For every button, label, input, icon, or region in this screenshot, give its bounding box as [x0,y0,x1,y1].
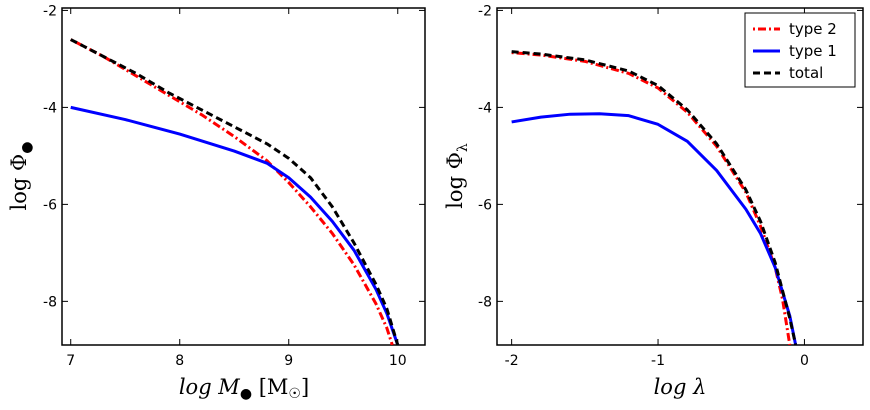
legend-label-type2: type 2 [789,20,837,38]
left-panel: 7 8 9 10 -2 -4 -6 -8 log M● [M☉] log Φ● [7,3,426,402]
right-series-type2 [511,51,792,345]
right-xtick-label: -2 [505,353,519,369]
left-ytick-label: -4 [43,100,57,116]
right-xlabel: log λ [654,375,707,399]
left-ytick-label: -2 [43,3,57,19]
right-xtick-label: -1 [651,353,665,369]
right-series [511,50,798,345]
left-series-type1 [70,105,400,345]
right-ticks: -2 -1 0 -2 -4 -6 -8 [478,3,863,369]
left-xtick-label: 10 [389,353,407,369]
legend: type 2 type 1 total [744,12,856,88]
right-ytick-label: -8 [478,294,492,310]
left-xlabel: log M● [M☉] [179,375,309,402]
left-series [70,38,400,345]
right-panel: -2 -1 0 -2 -4 -6 -8 log λ log Φλ type 2 type 1… [443,3,864,399]
left-ytick-label: -6 [43,197,57,213]
left-ticks: 7 8 9 10 -2 -4 -6 -8 [43,3,425,369]
legend-label-type1: type 1 [789,42,837,60]
right-series-total [511,50,798,345]
right-series-type1 [511,112,798,345]
left-series-total [70,38,400,345]
left-ytick-label: -8 [43,294,57,310]
left-xtick-label: 8 [175,353,184,369]
left-ylabel: log Φ● [7,142,35,211]
right-ytick-label: -4 [478,100,492,116]
left-series-type2 [70,38,394,345]
left-plot-frame [61,7,426,346]
legend-label-total: total [789,64,823,82]
right-xtick-label: 0 [800,353,809,369]
left-xtick-label: 9 [284,353,293,369]
right-plot-frame [496,7,864,346]
right-ytick-label: -6 [478,197,492,213]
left-xtick-label: 7 [66,353,75,369]
right-ytick-label: -2 [478,3,492,19]
right-ylabel: log Φλ [443,143,471,209]
